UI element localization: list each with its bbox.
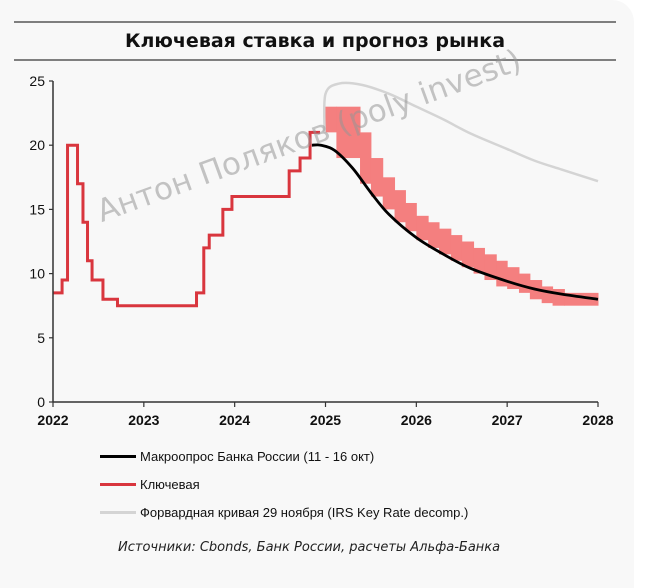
legend-swatch-key-rate (100, 483, 136, 486)
legend-swatch-forward (100, 511, 136, 514)
legend-item-key-rate: Ключевая (100, 477, 200, 492)
y-tick-label: 10 (29, 266, 45, 282)
title-top-rule (14, 21, 616, 23)
x-tick-label: 2028 (582, 412, 613, 428)
legend-label: Ключевая (140, 477, 200, 492)
legend-label: Макроопрос Банка России (11 - 16 окт) (140, 449, 375, 464)
y-tick-label: 15 (29, 201, 45, 217)
x-tick-label: 2022 (37, 412, 68, 428)
chart-title: Ключевая ставка и прогноз рынка (124, 30, 506, 52)
y-tick-label: 5 (37, 330, 45, 346)
legend-item-forward: Форвардная кривая 29 ноября (IRS Key Rat… (100, 505, 468, 520)
y-tick-label: 20 (29, 137, 45, 153)
x-tick-label: 2026 (401, 412, 432, 428)
legend-item-macro: Макроопрос Банка России (11 - 16 окт) (100, 449, 374, 464)
title-bottom-rule (14, 59, 616, 61)
legend-label: Форвардная кривая 29 ноября (IRS Key Rat… (140, 505, 469, 520)
chart-card (0, 0, 634, 588)
x-tick-label: 2023 (128, 412, 159, 428)
legend-swatch-macro (100, 455, 136, 458)
macro-survey-line (311, 143, 599, 301)
y-tick-label: 0 (37, 394, 45, 410)
forward-curve-line (322, 81, 599, 183)
key-rate-line (53, 130, 321, 308)
source-note: Источники: Cbonds, Банк России, расчеты … (118, 540, 501, 555)
x-tick-label: 2027 (492, 412, 523, 428)
x-tick-label: 2025 (310, 412, 341, 428)
x-tick-label: 2024 (219, 412, 250, 428)
y-tick-label: 25 (29, 73, 45, 89)
forecast-band (325, 106, 599, 306)
